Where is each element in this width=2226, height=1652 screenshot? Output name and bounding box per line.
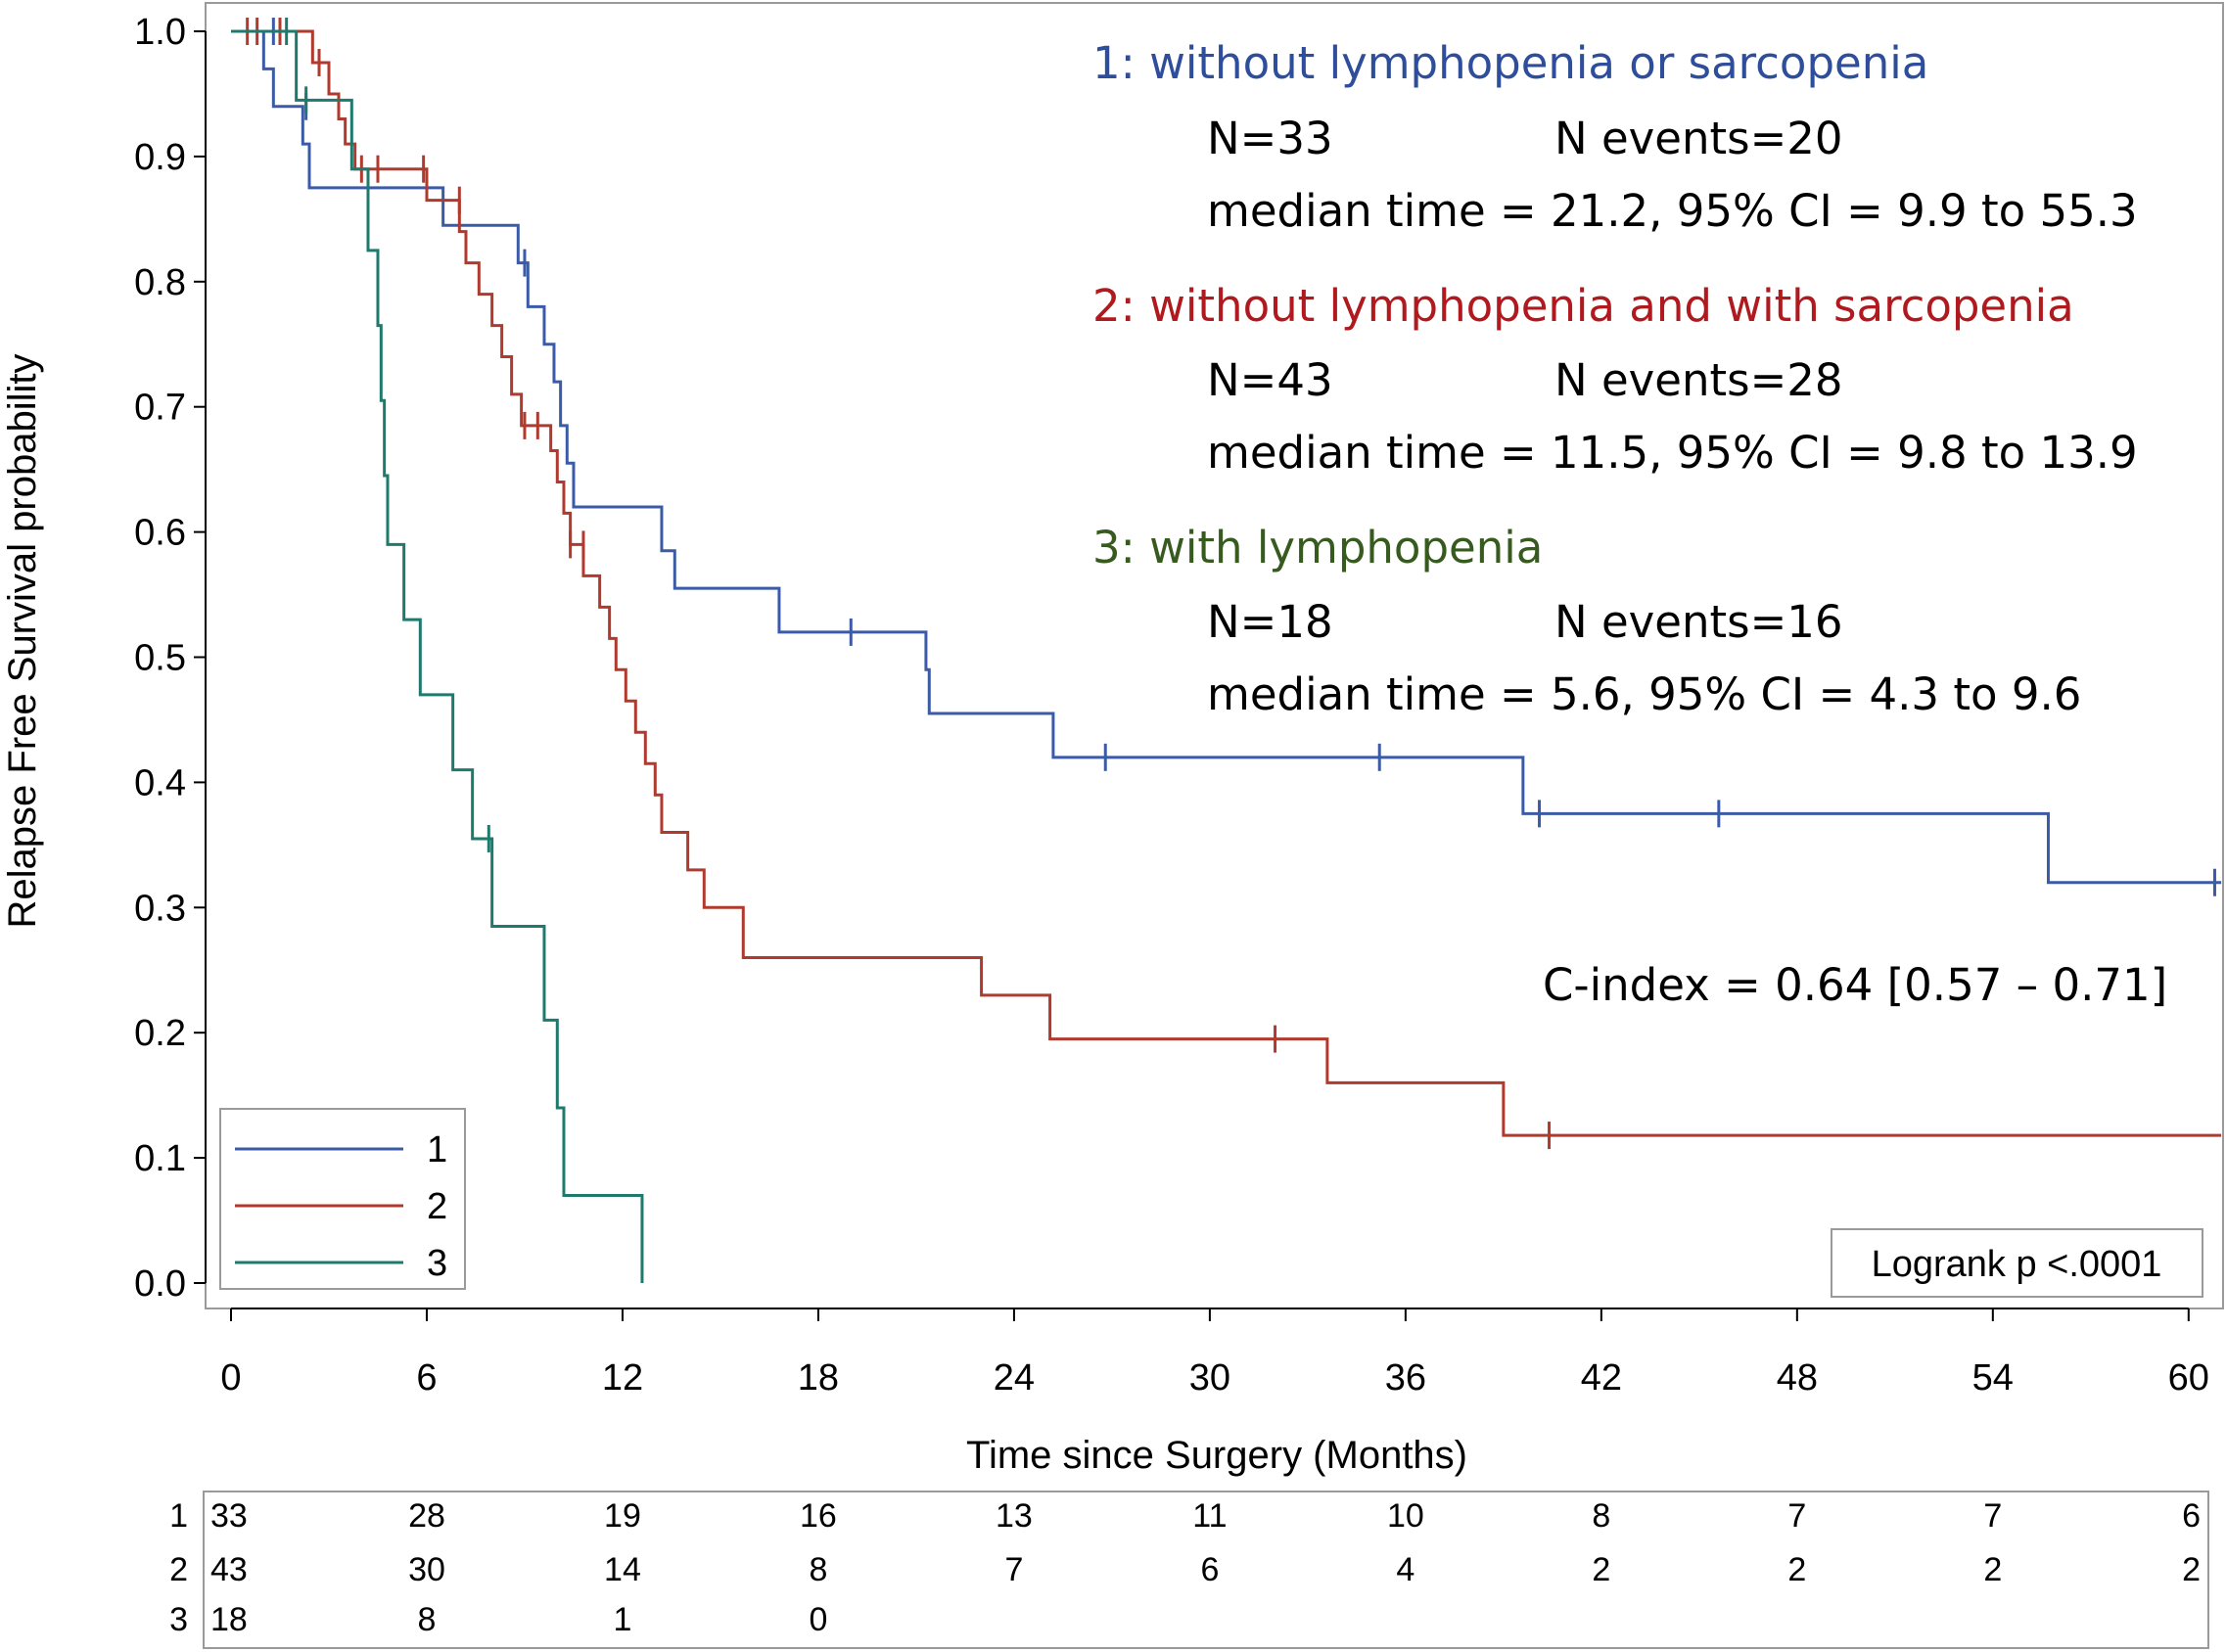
annotation-group2-events: N events=28 (1554, 354, 1843, 406)
risk-cell: 13 (996, 1497, 1033, 1535)
risk-row-label: 2 (169, 1551, 188, 1588)
risk-cell: 11 (1192, 1497, 1227, 1535)
km-curve-2 (231, 29, 2222, 1137)
y-tick-label: 0.1 (134, 1138, 186, 1179)
y-tick-label: 0.0 (134, 1263, 186, 1305)
annotation-group3-title: 3: with lymphopenia (1092, 522, 1543, 574)
risk-cell: 1 (613, 1601, 631, 1638)
x-tick-label: 48 (1777, 1357, 1818, 1399)
annotation-group2-median: median time = 11.5, 95% CI = 9.8 to 13.9 (1207, 427, 2138, 479)
risk-cell: 7 (1787, 1497, 1806, 1535)
y-tick-label: 0.3 (134, 888, 186, 929)
risk-cell: 2 (1787, 1551, 1806, 1588)
x-axis: 0 6 12 18 24 30 36 42 48 54 60 (220, 1308, 2209, 1399)
risk-cell: 8 (809, 1551, 827, 1588)
risk-row-label: 1 (169, 1497, 188, 1535)
y-tick-label: 0.7 (134, 388, 186, 429)
risk-cell: 7 (1004, 1551, 1023, 1588)
x-tick-label: 12 (602, 1357, 643, 1399)
x-axis-title: Time since Surgery (Months) (966, 1434, 1467, 1477)
y-tick-label: 0.4 (134, 762, 186, 803)
annotation-group1-title: 1: without lymphopenia or sarcopenia (1092, 37, 1928, 89)
risk-cell: 18 (210, 1601, 248, 1638)
risk-cell: 10 (1387, 1497, 1424, 1535)
x-tick-label: 6 (416, 1357, 437, 1399)
x-tick-label: 18 (798, 1357, 839, 1399)
risk-cell: 6 (2182, 1497, 2201, 1535)
risk-cell: 14 (604, 1551, 641, 1588)
annotation-group1-median: median time = 21.2, 95% CI = 9.9 to 55.3 (1207, 185, 2138, 237)
x-tick-label: 0 (220, 1357, 241, 1399)
risk-cell: 33 (210, 1497, 248, 1535)
risk-cell: 19 (604, 1497, 641, 1535)
x-tick-label: 42 (1581, 1357, 1622, 1399)
risk-cell: 4 (1396, 1551, 1414, 1588)
logrank-frame (1831, 1228, 2203, 1298)
risk-cell: 16 (800, 1497, 837, 1535)
annotation-group3-events: N events=16 (1554, 596, 1843, 648)
annotation-group3-n: N=18 (1207, 596, 1333, 648)
annotation-group2-n: N=43 (1207, 354, 1333, 406)
y-tick-label: 1.0 (134, 12, 186, 53)
km-curve-3 (231, 29, 644, 1283)
annotations: 1: without lymphopenia or sarcopenia N=3… (1092, 37, 2167, 1011)
risk-table-frame (203, 1491, 2209, 1649)
risk-table: 1 33 28 19 16 13 11 10 8 7 7 62 43 30 14 8 7 6 4 2 2 2 23 18 8 1 0 (169, 1491, 2209, 1649)
legend-label-1: 1 (427, 1129, 447, 1170)
risk-row-label: 3 (169, 1601, 188, 1638)
y-tick-label: 0.9 (134, 137, 186, 178)
risk-cell: 2 (1592, 1551, 1610, 1588)
risk-cell: 43 (210, 1551, 248, 1588)
risk-cell: 7 (1983, 1497, 2002, 1535)
series-layer (231, 18, 2222, 1283)
x-tick-label: 54 (1972, 1357, 2014, 1399)
risk-cell: 6 (1200, 1551, 1219, 1588)
risk-cell: 0 (809, 1601, 827, 1638)
risk-cell: 2 (2182, 1551, 2201, 1588)
x-tick-label: 30 (1189, 1357, 1230, 1399)
y-axis-title: Relapse Free Survival probability (1, 354, 44, 929)
annotation-group1-events: N events=20 (1554, 113, 1843, 164)
legend: 1 2 3 (219, 1108, 466, 1290)
legend-label-3: 3 (427, 1243, 447, 1284)
legend-box (219, 1108, 466, 1290)
x-tick-label: 60 (2168, 1357, 2209, 1399)
annotation-c-index: C-index = 0.64 [0.57 – 0.71] (1543, 959, 2167, 1011)
risk-cell: 28 (408, 1497, 445, 1535)
y-tick-label: 0.8 (134, 262, 186, 303)
annotation-group3-median: median time = 5.6, 95% CI = 4.3 to 9.6 (1207, 668, 2081, 720)
y-axis: 0.0 0.1 0.2 0.3 0.4 0.5 0.6 0.7 0.8 0.9 1.0 (134, 12, 207, 1305)
y-tick-label: 0.6 (134, 513, 186, 554)
logrank-box: Logrank p <.0001 (1831, 1228, 2203, 1298)
y-tick-label: 0.2 (134, 1013, 186, 1054)
y-tick-label: 0.5 (134, 638, 186, 679)
legend-label-2: 2 (427, 1186, 447, 1227)
risk-cell: 30 (408, 1551, 445, 1588)
risk-cell: 8 (418, 1601, 437, 1638)
x-tick-label: 36 (1385, 1357, 1426, 1399)
annotation-group2-title: 2: without lymphopenia and with sarcopen… (1092, 280, 2074, 332)
risk-cell: 8 (1592, 1497, 1610, 1535)
km-curve-1 (231, 29, 2222, 885)
annotation-group1-n: N=33 (1207, 113, 1333, 164)
risk-cell: 2 (1983, 1551, 2002, 1588)
x-tick-label: 24 (994, 1357, 1035, 1399)
logrank-text: Logrank p <.0001 (1872, 1244, 2162, 1285)
